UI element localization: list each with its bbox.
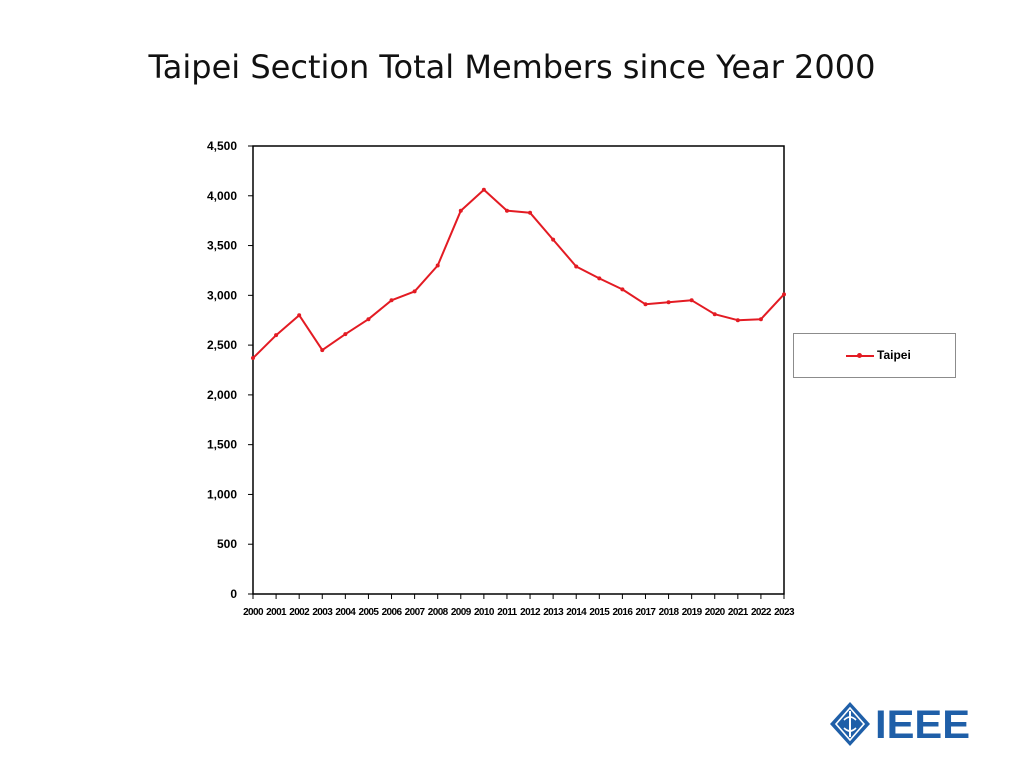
data-point <box>758 317 763 322</box>
y-tick-label: 4,500 <box>207 139 237 153</box>
y-tick-label: 500 <box>217 537 237 551</box>
data-point <box>251 356 255 361</box>
plot-area <box>252 145 785 595</box>
y-tick-label: 2,500 <box>207 338 237 352</box>
y-tick-label: 3,000 <box>207 288 237 302</box>
y-tick-label: 3,500 <box>207 239 237 253</box>
x-tick-label: 2022 <box>751 607 772 618</box>
series-line-taipei <box>252 188 785 359</box>
y-tick-label: 4,000 <box>207 189 237 203</box>
x-tick-label: 2020 <box>705 607 726 618</box>
data-point <box>689 298 694 303</box>
x-tick-label: 2003 <box>312 607 333 618</box>
x-tick-label: 2007 <box>405 607 426 618</box>
data-point <box>782 292 786 297</box>
ieee-logo: IEEE <box>830 702 970 747</box>
x-tick-label: 2002 <box>289 607 310 618</box>
data-point <box>412 289 417 294</box>
x-tick-label: 2021 <box>728 607 749 618</box>
x-tick-label: 2014 <box>566 607 587 618</box>
x-tick-label: 2011 <box>497 607 517 618</box>
y-tick-label: 1,000 <box>207 487 237 501</box>
data-point <box>297 313 302 318</box>
x-tick-label: 2012 <box>520 607 541 618</box>
x-tick-label: 2023 <box>774 607 795 618</box>
data-point <box>643 302 648 307</box>
legend-marker <box>857 353 862 358</box>
data-point <box>528 210 533 215</box>
data-point <box>343 332 348 337</box>
x-tick-label: 2006 <box>382 607 403 618</box>
data-point <box>574 264 579 269</box>
y-tick-label: 0 <box>230 587 237 601</box>
data-point <box>551 237 556 242</box>
series-taipei <box>251 187 786 361</box>
data-point <box>389 298 394 303</box>
x-tick-label: 2013 <box>543 607 564 618</box>
x-tick-label: 2019 <box>682 607 703 618</box>
y-tick-label: 2,000 <box>207 388 237 402</box>
y-axis: 0 500 1,000 1,500 2,000 2,500 3,000 3,500 4,000 4… <box>207 139 253 601</box>
data-point <box>504 208 509 213</box>
x-tick-label: 2001 <box>266 607 287 618</box>
x-tick-label: 2005 <box>359 607 380 618</box>
data-point <box>597 276 602 281</box>
x-tick-label: 2004 <box>335 607 356 618</box>
x-tick-label: 2009 <box>451 607 472 618</box>
data-point <box>735 318 740 323</box>
data-point <box>666 300 671 305</box>
data-point <box>458 208 463 213</box>
data-point <box>712 312 717 317</box>
data-point <box>274 333 279 338</box>
data-point <box>435 263 440 268</box>
legend-label-taipei: Taipei <box>877 348 911 362</box>
x-tick-label: 2008 <box>428 607 449 618</box>
data-point <box>481 187 486 192</box>
ieee-logo-text: IEEE <box>875 703 970 747</box>
x-tick-label: 2018 <box>659 607 680 618</box>
data-point <box>366 317 371 322</box>
x-tick-label: 2017 <box>636 607 657 618</box>
x-tick-label: 2000 <box>243 607 264 618</box>
x-tick-label: 2010 <box>474 607 495 618</box>
ieee-diamond-icon <box>830 702 870 746</box>
slide-title: Taipei Section Total Members since Year … <box>148 48 876 86</box>
x-axis: 2000 2001 2002 2003 2004 2005 2006 2007 2008 2009… <box>243 594 796 618</box>
x-tick-label: 2016 <box>612 607 633 618</box>
data-point <box>320 348 325 353</box>
data-point <box>620 287 625 292</box>
y-tick-label: 1,500 <box>207 438 237 452</box>
x-tick-label: 2015 <box>589 607 610 618</box>
legend: Taipei <box>793 333 956 378</box>
